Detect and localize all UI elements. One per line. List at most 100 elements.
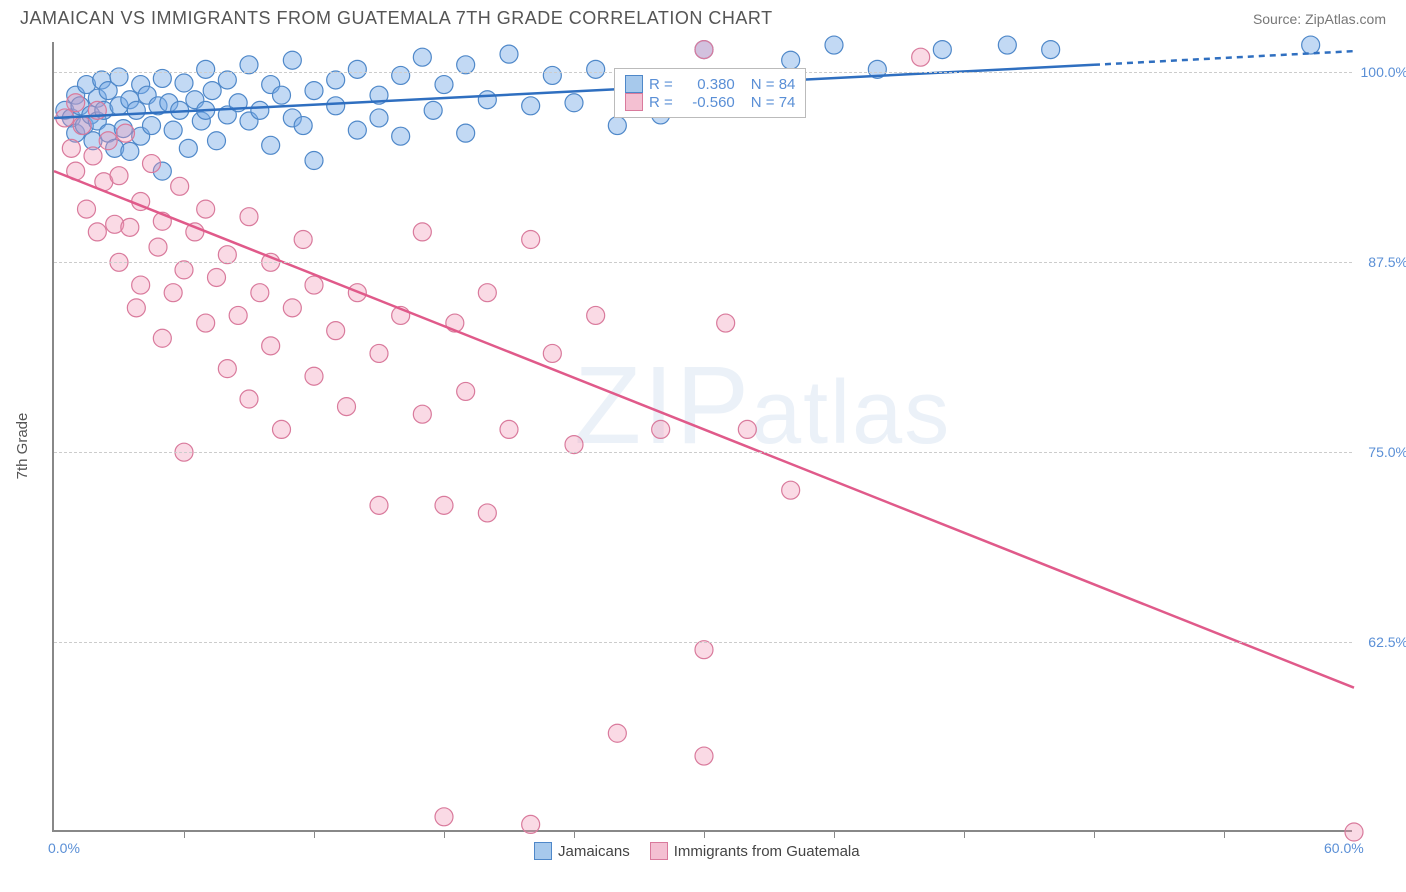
data-point [218,246,236,264]
data-point [88,223,106,241]
data-point [327,71,345,89]
data-point [782,481,800,499]
trend-line-ext [1094,51,1354,65]
legend-swatch [625,93,643,111]
data-point [143,117,161,135]
data-point [305,276,323,294]
scatter-svg [54,42,1352,830]
data-point [652,420,670,438]
data-point [348,60,366,78]
data-point [62,139,80,157]
data-point [208,132,226,150]
data-point [695,641,713,659]
data-point [117,124,135,142]
data-point [933,41,951,59]
data-point [522,231,540,249]
data-point [695,747,713,765]
data-point [262,337,280,355]
data-point [717,314,735,332]
data-point [73,117,91,135]
data-point [370,109,388,127]
y-tick-label: 62.5% [1368,634,1406,650]
stats-legend-row: R = -0.560 N = 74 [625,93,795,111]
data-point [175,74,193,92]
data-point [392,127,410,145]
x-tick [964,830,965,838]
data-point [262,136,280,154]
data-point [522,815,540,833]
chart-title: JAMAICAN VS IMMIGRANTS FROM GUATEMALA 7T… [20,8,773,29]
data-point [500,45,518,63]
data-point [99,132,117,150]
data-point [1042,41,1060,59]
data-point [208,268,226,286]
y-tick-label: 87.5% [1368,254,1406,270]
data-point [175,261,193,279]
data-point [240,208,258,226]
data-point [127,299,145,317]
y-axis-title: 7th Grade [14,413,31,480]
gridline-h [54,262,1352,263]
data-point [78,200,96,218]
data-point [478,504,496,522]
data-point [294,117,312,135]
x-tick [1094,830,1095,838]
data-point [825,36,843,54]
series-name: Jamaicans [558,843,630,860]
data-point [84,147,102,165]
data-point [121,142,139,160]
x-tick [314,830,315,838]
data-point [305,152,323,170]
series-legend: Jamaicans Immigrants from Guatemala [534,842,860,860]
data-point [305,367,323,385]
data-point [1302,36,1320,54]
data-point [164,121,182,139]
data-point [738,420,756,438]
data-point [457,124,475,142]
r-value: -0.560 [679,94,735,111]
data-point [251,284,269,302]
legend-swatch [625,75,643,93]
n-label: N = 74 [751,94,796,111]
data-point [327,322,345,340]
data-point [587,60,605,78]
data-point [153,329,171,347]
data-point [197,314,215,332]
data-point [348,121,366,139]
data-point [149,238,167,256]
data-point [413,223,431,241]
data-point [587,306,605,324]
data-point [782,51,800,69]
r-label: R = [649,94,673,111]
data-point [392,66,410,84]
data-point [478,284,496,302]
data-point [251,101,269,119]
trend-line [54,171,1354,688]
data-point [413,405,431,423]
data-point [229,306,247,324]
data-point [164,284,182,302]
data-point [522,97,540,115]
data-point [370,344,388,362]
x-tick [704,830,705,838]
data-point [110,68,128,86]
data-point [132,276,150,294]
y-tick-label: 100.0% [1361,64,1406,80]
data-point [478,91,496,109]
plot-area: ZIPatlas 62.5%75.0%87.5%100.0%0.0%60.0%R… [52,42,1352,832]
data-point [171,177,189,195]
data-point [197,60,215,78]
x-tick [184,830,185,838]
legend-swatch [650,842,668,860]
data-point [435,808,453,826]
series-legend-item: Jamaicans [534,842,630,860]
data-point [305,82,323,100]
series-name: Immigrants from Guatemala [674,843,860,860]
y-tick-label: 75.0% [1368,444,1406,460]
source-label: Source: ZipAtlas.com [1253,11,1386,27]
data-point [608,724,626,742]
data-point [273,420,291,438]
data-point [457,56,475,74]
data-point [998,36,1016,54]
data-point [203,82,221,100]
